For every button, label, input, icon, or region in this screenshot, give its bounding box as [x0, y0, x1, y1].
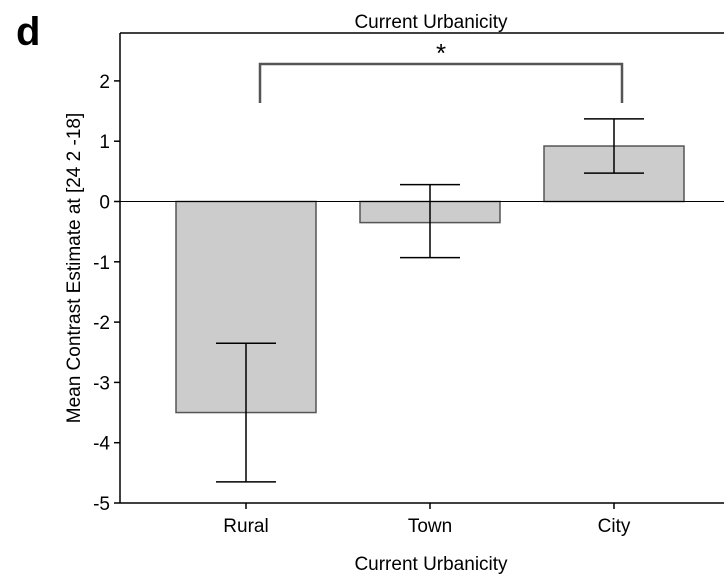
error-bar-town	[400, 183, 460, 259]
significance-bracket-line	[258, 62, 624, 103]
y-tick-label: 2	[99, 72, 110, 93]
x-tick-label-city: City	[598, 516, 631, 537]
chart-title: Current Urbanicity	[354, 12, 508, 33]
error-bars	[216, 118, 644, 483]
significance-bracket: *	[258, 38, 624, 103]
error-bar-city	[584, 118, 644, 174]
y-tick-label: 0	[99, 193, 110, 214]
y-tick-label: -5	[93, 494, 110, 515]
error-bar-rural	[216, 342, 276, 483]
y-tick-label: -2	[93, 313, 110, 334]
y-axis-label: Mean Contrast Estimate at [24 2 -18]	[64, 113, 85, 424]
y-tick-label: -3	[93, 373, 110, 394]
x-tick-label-rural: Rural	[223, 516, 268, 537]
y-tick-label: -1	[93, 253, 110, 274]
x-ticks: Rural Town City	[223, 503, 631, 537]
x-tick-label-town: Town	[408, 516, 452, 537]
y-ticks: -5 -4 -3 -2 -1 0 1 2	[93, 72, 120, 515]
x-axis-label: Current Urbanicity	[354, 554, 508, 575]
significance-star: *	[436, 38, 446, 68]
panel-label: d	[16, 10, 40, 54]
y-tick-label: 1	[99, 132, 110, 153]
y-tick-label: -4	[93, 434, 110, 455]
